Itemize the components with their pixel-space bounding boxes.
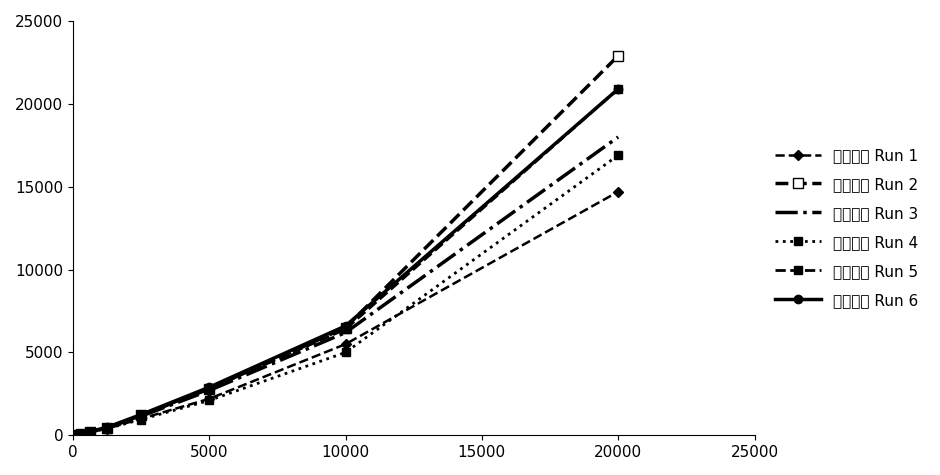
标准曲线 Run 1 xyxy=(85,429,96,435)
标准曲线 Run 5 xyxy=(85,429,96,435)
标准曲线 Run 2 xyxy=(85,429,96,435)
标准曲线 Run 2 xyxy=(102,425,113,431)
标准曲线 Run 1 xyxy=(613,189,624,195)
标准曲线 Run 3 xyxy=(340,330,352,335)
Line: 标准曲线 Run 5: 标准曲线 Run 5 xyxy=(69,85,622,439)
标准曲线 Run 6 xyxy=(67,432,78,438)
标准曲线 Run 5 xyxy=(135,413,147,418)
Line: 标准曲线 Run 2: 标准曲线 Run 2 xyxy=(68,51,623,440)
标准曲线 Run 4 xyxy=(613,152,624,158)
标准曲线 Run 6 xyxy=(613,86,624,92)
标准曲线 Run 3 xyxy=(67,432,78,438)
标准曲线 Run 1 xyxy=(135,416,147,421)
标准曲线 Run 4 xyxy=(340,350,352,355)
标准曲线 Run 5 xyxy=(340,326,352,332)
标准曲线 Run 4 xyxy=(67,432,78,438)
标准曲线 Run 4 xyxy=(102,426,113,431)
标准曲线 Run 3 xyxy=(613,134,624,140)
标准曲线 Run 4 xyxy=(76,431,87,437)
标准曲线 Run 5 xyxy=(76,431,87,437)
标准曲线 Run 1 xyxy=(204,396,215,402)
标准曲线 Run 3 xyxy=(135,413,147,419)
标准曲线 Run 2 xyxy=(76,431,87,437)
标准曲线 Run 3 xyxy=(85,429,96,435)
Line: 标准曲线 Run 1: 标准曲线 Run 1 xyxy=(70,188,621,439)
标准曲线 Run 2 xyxy=(135,413,147,418)
标准曲线 Run 5 xyxy=(204,386,215,392)
Line: 标准曲线 Run 3: 标准曲线 Run 3 xyxy=(72,137,619,435)
标准曲线 Run 5 xyxy=(613,86,624,92)
标准曲线 Run 6 xyxy=(76,431,87,437)
Line: 标准曲线 Run 4: 标准曲线 Run 4 xyxy=(69,151,622,439)
标准曲线 Run 3 xyxy=(102,425,113,431)
标准曲线 Run 1 xyxy=(76,431,87,437)
标准曲线 Run 4 xyxy=(135,417,147,422)
标准曲线 Run 2 xyxy=(67,432,78,438)
标准曲线 Run 5 xyxy=(102,425,113,430)
标准曲线 Run 2 xyxy=(613,53,624,58)
标准曲线 Run 6 xyxy=(135,412,147,418)
标准曲线 Run 1 xyxy=(340,341,352,347)
标准曲线 Run 6 xyxy=(204,384,215,390)
标准曲线 Run 2 xyxy=(340,325,352,331)
标准曲线 Run 6 xyxy=(85,429,96,435)
标准曲线 Run 5 xyxy=(67,432,78,438)
Line: 标准曲线 Run 6: 标准曲线 Run 6 xyxy=(69,85,622,439)
标准曲线 Run 1 xyxy=(67,432,78,438)
标准曲线 Run 2 xyxy=(204,386,215,392)
标准曲线 Run 3 xyxy=(76,431,87,437)
标准曲线 Run 4 xyxy=(204,398,215,403)
标准曲线 Run 6 xyxy=(340,323,352,329)
标准曲线 Run 3 xyxy=(204,388,215,393)
标准曲线 Run 6 xyxy=(102,425,113,430)
Legend: 标准曲线 Run 1, 标准曲线 Run 2, 标准曲线 Run 3, 标准曲线 Run 4, 标准曲线 Run 5, 标准曲线 Run 6: 标准曲线 Run 1, 标准曲线 Run 2, 标准曲线 Run 3, 标准曲线… xyxy=(769,142,925,314)
标准曲线 Run 1 xyxy=(102,426,113,431)
标准曲线 Run 4 xyxy=(85,429,96,435)
